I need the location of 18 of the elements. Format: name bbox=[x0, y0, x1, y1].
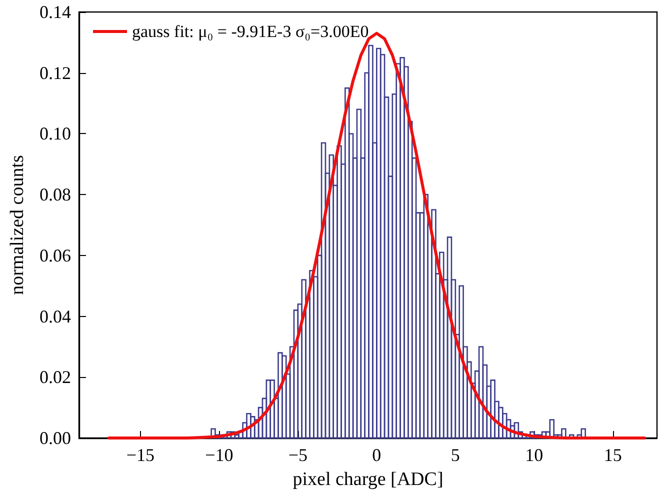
y-axis-title: normalized counts bbox=[7, 155, 28, 295]
x-axis-title: pixel charge [ADC] bbox=[292, 469, 444, 490]
y-tick-label: 0.02 bbox=[40, 367, 71, 388]
x-tick-label: 15 bbox=[604, 445, 622, 465]
x-tick-label: −5 bbox=[288, 445, 308, 465]
y-tick-label: 0.10 bbox=[40, 124, 71, 144]
y-tick-label: 0.08 bbox=[40, 184, 71, 205]
y-tick-label: 0.00 bbox=[40, 428, 71, 448]
x-tick-label: 5 bbox=[450, 445, 460, 465]
legend-label: gauss fit: μ₀ = -9.91E-3 σ₀=3.00E0 bbox=[132, 22, 369, 41]
x-tick-label: −10 bbox=[205, 445, 234, 465]
y-tick-label: 0.14 bbox=[40, 2, 71, 22]
x-tick-label: 0 bbox=[372, 445, 382, 465]
y-tick-label: 0.04 bbox=[40, 306, 71, 326]
y-tick-label: 0.06 bbox=[40, 245, 71, 266]
x-tick-label: 10 bbox=[525, 445, 544, 465]
x-tick-label: −15 bbox=[126, 445, 154, 465]
y-tick-label: 0.12 bbox=[40, 62, 71, 83]
